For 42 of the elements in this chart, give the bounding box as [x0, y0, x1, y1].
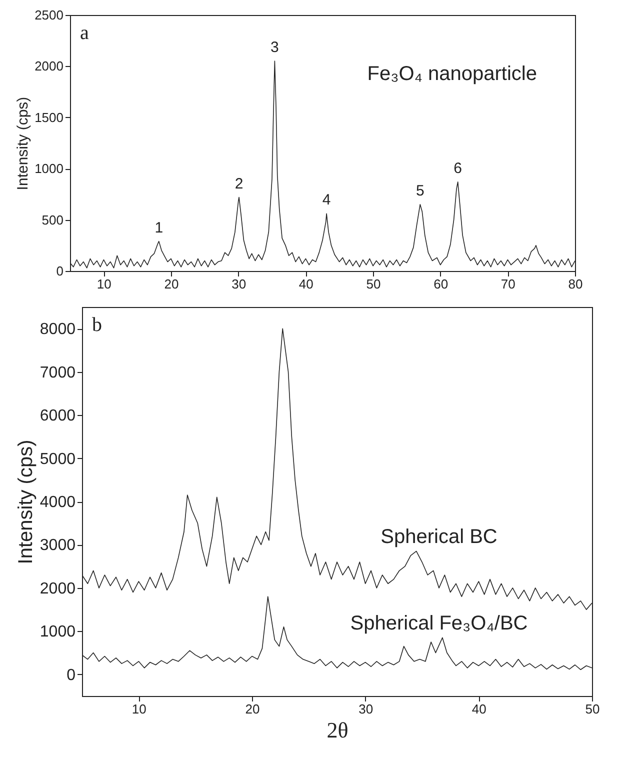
x-tick-label: 40 — [298, 276, 314, 292]
annotation: 5 — [416, 182, 424, 200]
y-tick-label: 6000 — [40, 408, 76, 425]
series-label: Spherical BC — [380, 526, 498, 548]
y-tick-label: 3000 — [40, 537, 76, 554]
x-tick-label: 50 — [366, 276, 381, 292]
x-tick-label: 40 — [472, 702, 486, 716]
y-tick-label: 2000 — [34, 58, 64, 74]
annotation: 2 — [234, 175, 244, 192]
x-tick-label: 30 — [232, 276, 246, 292]
y-tick-label: 2500 — [34, 8, 64, 22]
y-tick-label: 500 — [42, 212, 64, 228]
y-axis-title: Intensity (cps) — [14, 440, 37, 564]
annotation: a — [80, 22, 89, 44]
annotation: b — [92, 314, 102, 336]
y-tick-label: 1000 — [34, 161, 64, 176]
y-tick-label: 4000 — [40, 494, 76, 511]
annotation: 3 — [270, 39, 279, 56]
y-tick-label: 1000 — [40, 624, 76, 641]
x-tick-label: 20 — [164, 276, 179, 292]
y-axis-title: Intensity (cps) — [14, 96, 32, 190]
x-tick-label: 50 — [585, 702, 600, 716]
annotation: Fe₃O₄ nanoparticle — [367, 62, 537, 85]
y-tick-label: 1500 — [34, 110, 64, 125]
x-tick-label: 10 — [96, 276, 112, 292]
x-tick-label: 10 — [132, 702, 146, 716]
y-tick-label: 0 — [56, 264, 64, 278]
x-tick-label: 70 — [500, 276, 516, 292]
y-tick-label: 5000 — [40, 450, 76, 468]
x-tick-label: 80 — [568, 276, 583, 292]
annotation: 4 — [322, 192, 331, 209]
annotation: 6 — [454, 160, 462, 177]
x-tick-label: 60 — [434, 276, 448, 292]
y-tick-label: 0 — [66, 666, 76, 684]
y-tick-label: 8000 — [40, 321, 76, 338]
x-tick-label: 20 — [245, 702, 260, 716]
y-tick-label: 7000 — [40, 364, 76, 382]
x-tick-label: 30 — [358, 702, 374, 716]
y-tick-label: 2000 — [40, 580, 76, 598]
annotation: 1 — [154, 219, 164, 236]
series-label: Spherical Fe₃O₄/BC — [350, 612, 528, 635]
x-axis-title: 2θ — [326, 718, 348, 742]
